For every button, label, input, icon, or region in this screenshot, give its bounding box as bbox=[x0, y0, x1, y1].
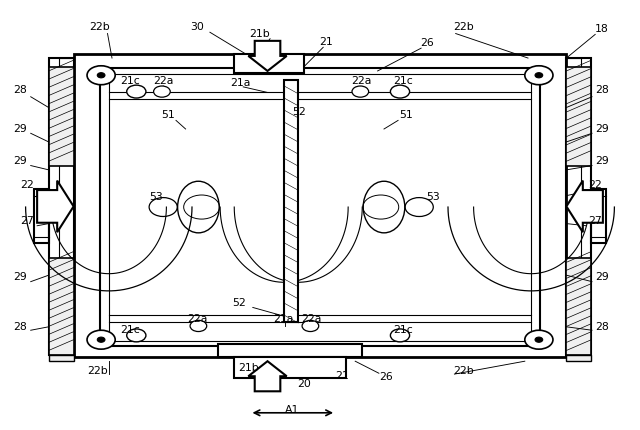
Bar bbox=[566, 258, 591, 355]
Circle shape bbox=[405, 198, 433, 217]
Text: 28: 28 bbox=[595, 85, 609, 95]
Polygon shape bbox=[248, 41, 287, 71]
Text: 28: 28 bbox=[13, 322, 28, 332]
Text: 51: 51 bbox=[161, 110, 175, 120]
Circle shape bbox=[535, 73, 543, 78]
Text: A1: A1 bbox=[285, 405, 299, 415]
Text: 52: 52 bbox=[292, 107, 307, 117]
Text: 20: 20 bbox=[297, 378, 311, 389]
Text: 28: 28 bbox=[13, 85, 28, 95]
Text: 22: 22 bbox=[588, 180, 602, 190]
Bar bbox=[49, 67, 74, 166]
Text: 30: 30 bbox=[190, 22, 204, 32]
Polygon shape bbox=[248, 361, 287, 391]
Polygon shape bbox=[37, 181, 74, 232]
Text: 22b: 22b bbox=[87, 366, 108, 376]
Circle shape bbox=[352, 86, 369, 97]
Text: 22: 22 bbox=[20, 180, 34, 190]
Text: 53: 53 bbox=[426, 192, 440, 202]
Circle shape bbox=[127, 329, 146, 342]
Text: 53: 53 bbox=[149, 192, 163, 202]
Text: 22b: 22b bbox=[454, 366, 474, 376]
Circle shape bbox=[127, 85, 146, 98]
Text: 51: 51 bbox=[399, 110, 413, 120]
Bar bbox=[234, 54, 304, 73]
Text: 21: 21 bbox=[335, 371, 349, 381]
Circle shape bbox=[390, 329, 410, 342]
Circle shape bbox=[97, 73, 105, 78]
Bar bbox=[566, 58, 581, 355]
Bar bbox=[109, 74, 531, 341]
Text: 21c: 21c bbox=[394, 325, 413, 335]
Bar bbox=[591, 189, 606, 243]
Text: 21c: 21c bbox=[394, 76, 413, 86]
Circle shape bbox=[149, 198, 177, 217]
Text: 22a: 22a bbox=[351, 76, 372, 86]
Circle shape bbox=[535, 337, 543, 342]
Text: 29: 29 bbox=[595, 272, 609, 283]
Text: 29: 29 bbox=[595, 156, 609, 166]
Circle shape bbox=[87, 330, 115, 349]
Text: 27: 27 bbox=[588, 216, 602, 227]
Bar bbox=[49, 258, 74, 355]
Bar bbox=[100, 68, 540, 346]
Bar bbox=[49, 355, 74, 361]
Bar bbox=[34, 189, 49, 243]
Circle shape bbox=[87, 66, 115, 85]
Bar bbox=[566, 67, 591, 166]
Circle shape bbox=[154, 86, 170, 97]
Text: 22b: 22b bbox=[454, 22, 474, 32]
Text: 28: 28 bbox=[595, 322, 609, 332]
Text: 22a: 22a bbox=[187, 314, 207, 324]
Bar bbox=[234, 357, 346, 378]
Text: 29: 29 bbox=[13, 272, 28, 283]
Text: 26: 26 bbox=[379, 372, 393, 382]
Text: 52: 52 bbox=[232, 298, 246, 308]
Circle shape bbox=[302, 320, 319, 332]
Text: 29: 29 bbox=[595, 124, 609, 134]
Text: 21b: 21b bbox=[238, 363, 259, 373]
Text: 21a: 21a bbox=[273, 314, 294, 324]
Text: 21a: 21a bbox=[230, 77, 250, 88]
Bar bbox=[218, 344, 362, 357]
Text: 29: 29 bbox=[13, 156, 28, 166]
Text: 21c: 21c bbox=[121, 76, 140, 86]
Circle shape bbox=[390, 85, 410, 98]
Text: 26: 26 bbox=[420, 38, 435, 48]
Circle shape bbox=[525, 330, 553, 349]
Bar bbox=[284, 80, 298, 322]
Bar bbox=[49, 58, 74, 355]
Bar bbox=[566, 58, 591, 355]
Bar bbox=[566, 355, 591, 361]
Text: 21: 21 bbox=[319, 37, 333, 47]
Text: 21b: 21b bbox=[249, 29, 269, 40]
Circle shape bbox=[190, 320, 207, 332]
Text: 21c: 21c bbox=[121, 325, 140, 335]
Text: 27: 27 bbox=[20, 216, 34, 227]
Bar bbox=[59, 58, 74, 355]
Text: 18: 18 bbox=[595, 24, 609, 34]
Text: 22a: 22a bbox=[301, 314, 321, 324]
Polygon shape bbox=[566, 181, 603, 232]
Text: 22b: 22b bbox=[89, 22, 109, 32]
Text: 22a: 22a bbox=[153, 76, 173, 86]
Circle shape bbox=[97, 337, 105, 342]
Circle shape bbox=[525, 66, 553, 85]
Text: 29: 29 bbox=[13, 124, 28, 134]
Bar bbox=[74, 54, 566, 357]
